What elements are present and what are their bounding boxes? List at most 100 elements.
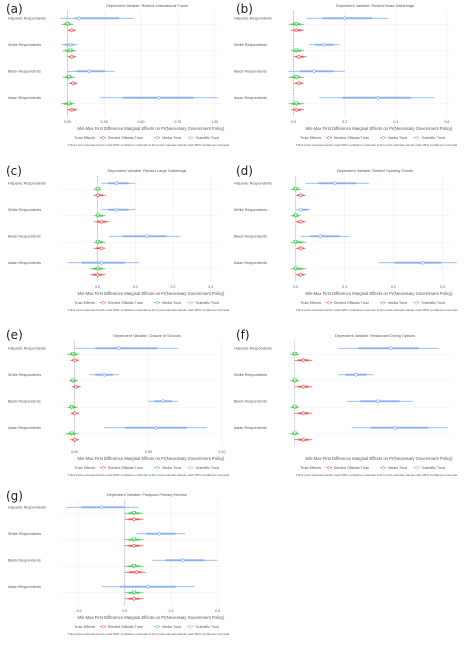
plot-area bbox=[60, 341, 222, 447]
legend-marker bbox=[327, 135, 331, 140]
point-estimate bbox=[76, 16, 82, 21]
legend-label: Scientific Trust bbox=[196, 301, 219, 305]
group-label: Hispanic Respondents bbox=[8, 181, 46, 185]
x-tick-label: 0.2 bbox=[169, 609, 174, 613]
point-estimate bbox=[131, 590, 137, 596]
group-label: Black Respondents bbox=[234, 399, 267, 403]
point-estimate bbox=[131, 543, 137, 548]
legend-label: Scientific Trust bbox=[422, 466, 445, 470]
x-tick-label: 0.00 bbox=[64, 120, 71, 124]
point-estimate bbox=[311, 69, 317, 74]
point-estimate bbox=[114, 181, 119, 186]
legend-label: Media Trust bbox=[388, 136, 407, 140]
point-estimate bbox=[293, 266, 299, 272]
legend-label: Scientific Trust bbox=[196, 136, 219, 140]
point-estimate bbox=[293, 28, 299, 33]
group-label: White Respondents bbox=[8, 373, 41, 377]
point-estimate bbox=[301, 358, 306, 363]
x-tick-label: 0.0 bbox=[293, 285, 298, 289]
point-estimate bbox=[293, 240, 299, 245]
point-estimate bbox=[95, 272, 100, 277]
x-axis-label: Min-Max First Difference Marginal Effect… bbox=[306, 291, 454, 296]
point-estimate bbox=[296, 54, 301, 59]
point-estimate bbox=[70, 352, 76, 357]
legend-label: Scientific Trust bbox=[422, 136, 445, 140]
point-estimate bbox=[99, 219, 104, 224]
x-tick-label: 0.75 bbox=[174, 120, 181, 124]
legend-marker bbox=[101, 300, 105, 305]
point-estimate bbox=[131, 564, 137, 569]
point-estimate bbox=[73, 384, 79, 389]
group-label: Asian Respondents bbox=[234, 261, 267, 265]
group-label: Asian Respondents bbox=[8, 426, 41, 430]
legend-label: Elected Officials Trust bbox=[334, 136, 369, 140]
panel-note: Thick point-estimate bands mark 90% conf… bbox=[296, 473, 458, 477]
group-label: White Respondents bbox=[234, 208, 267, 212]
point-estimate bbox=[332, 181, 338, 186]
group-label: Black Respondents bbox=[8, 558, 41, 562]
panel-6: -0.2 0.0 0.2 0.4 Dependent Variable: Postpon… bbox=[8, 493, 230, 636]
point-estimate bbox=[99, 260, 104, 265]
x-axis-label: Min-Max First Difference Marginal Effect… bbox=[306, 456, 454, 461]
group-label: Hispanic Respondents bbox=[8, 505, 46, 509]
panel-note: Thick point-estimate bands mark 90% conf… bbox=[296, 308, 458, 312]
point-estimate bbox=[131, 596, 137, 601]
point-estimate bbox=[69, 54, 75, 59]
group-label: Black Respondents bbox=[8, 234, 41, 238]
point-estimate bbox=[301, 437, 306, 442]
legend-marker bbox=[155, 135, 160, 140]
point-estimate bbox=[388, 346, 394, 351]
legend-label: Media Trust bbox=[162, 625, 181, 629]
legend-marker bbox=[414, 300, 419, 305]
panel-0: 0.00 0.25 0.50 0.75 1.00 Dependent Variable: … bbox=[8, 4, 230, 147]
legend-marker bbox=[188, 135, 193, 140]
x-tick-label: 0.10 bbox=[219, 450, 226, 454]
point-estimate bbox=[69, 431, 75, 437]
legend-marker bbox=[414, 135, 419, 140]
point-estimate bbox=[420, 260, 425, 265]
legend-title: Trust Effects bbox=[74, 466, 95, 470]
panel-title: Dependent Variable: Restrict Large Gathe… bbox=[108, 169, 187, 173]
legend-label: Media Trust bbox=[162, 136, 181, 140]
legend-marker bbox=[327, 300, 331, 305]
legend-title: Trust Effects bbox=[74, 301, 95, 305]
point-estimate bbox=[180, 558, 185, 563]
x-tick-label: 0.05 bbox=[145, 450, 152, 454]
point-estimate bbox=[95, 187, 100, 192]
group-label: Black Respondents bbox=[8, 399, 41, 403]
point-estimate bbox=[95, 213, 100, 219]
legend-marker bbox=[155, 624, 160, 629]
legend-marker bbox=[155, 300, 160, 305]
x-tick-label: 0.0 bbox=[122, 609, 127, 613]
legend-marker bbox=[381, 135, 386, 140]
x-tick-label: 1.00 bbox=[211, 120, 218, 124]
x-tick-label: -0.2 bbox=[75, 609, 81, 613]
point-estimate bbox=[293, 187, 299, 192]
point-estimate bbox=[131, 517, 137, 522]
x-axis-label: Min-Max First Difference Marginal Effect… bbox=[78, 615, 226, 620]
point-estimate bbox=[99, 505, 104, 510]
group-label: White Respondents bbox=[8, 532, 41, 536]
legend-marker bbox=[188, 624, 193, 629]
group-label: White Respondents bbox=[234, 43, 267, 47]
x-tick-label: 0.4 bbox=[215, 609, 220, 613]
panel-title: Dependent Variable: Restrict Sporting Ev… bbox=[337, 169, 413, 173]
point-estimate bbox=[292, 405, 298, 410]
legend-title: Trust Effects bbox=[74, 136, 95, 140]
point-estimate bbox=[68, 48, 73, 54]
point-estimate bbox=[293, 213, 299, 219]
legend-label: Elected Officials Trust bbox=[108, 136, 143, 140]
panel-title: Dependent Variable: Closure of Schools bbox=[113, 334, 180, 338]
point-estimate bbox=[298, 246, 303, 251]
x-tick-label: 0.2 bbox=[342, 120, 347, 124]
point-estimate bbox=[292, 378, 298, 384]
x-tick-label: 0.0 bbox=[95, 285, 100, 289]
group-label: Hispanic Respondents bbox=[8, 346, 46, 350]
panel-2: 0.0 0.1 0.2 0.3 Dependent Variable: Restrict… bbox=[8, 169, 230, 312]
group-label: Black Respondents bbox=[234, 234, 267, 238]
panel-5: Dependent Variable: Restaurant Dining Op… bbox=[234, 334, 458, 477]
group-label: Hispanic Respondents bbox=[8, 16, 46, 20]
point-estimate bbox=[95, 266, 100, 272]
x-tick-label: 0.3 bbox=[440, 285, 445, 289]
point-estimate bbox=[292, 352, 298, 357]
